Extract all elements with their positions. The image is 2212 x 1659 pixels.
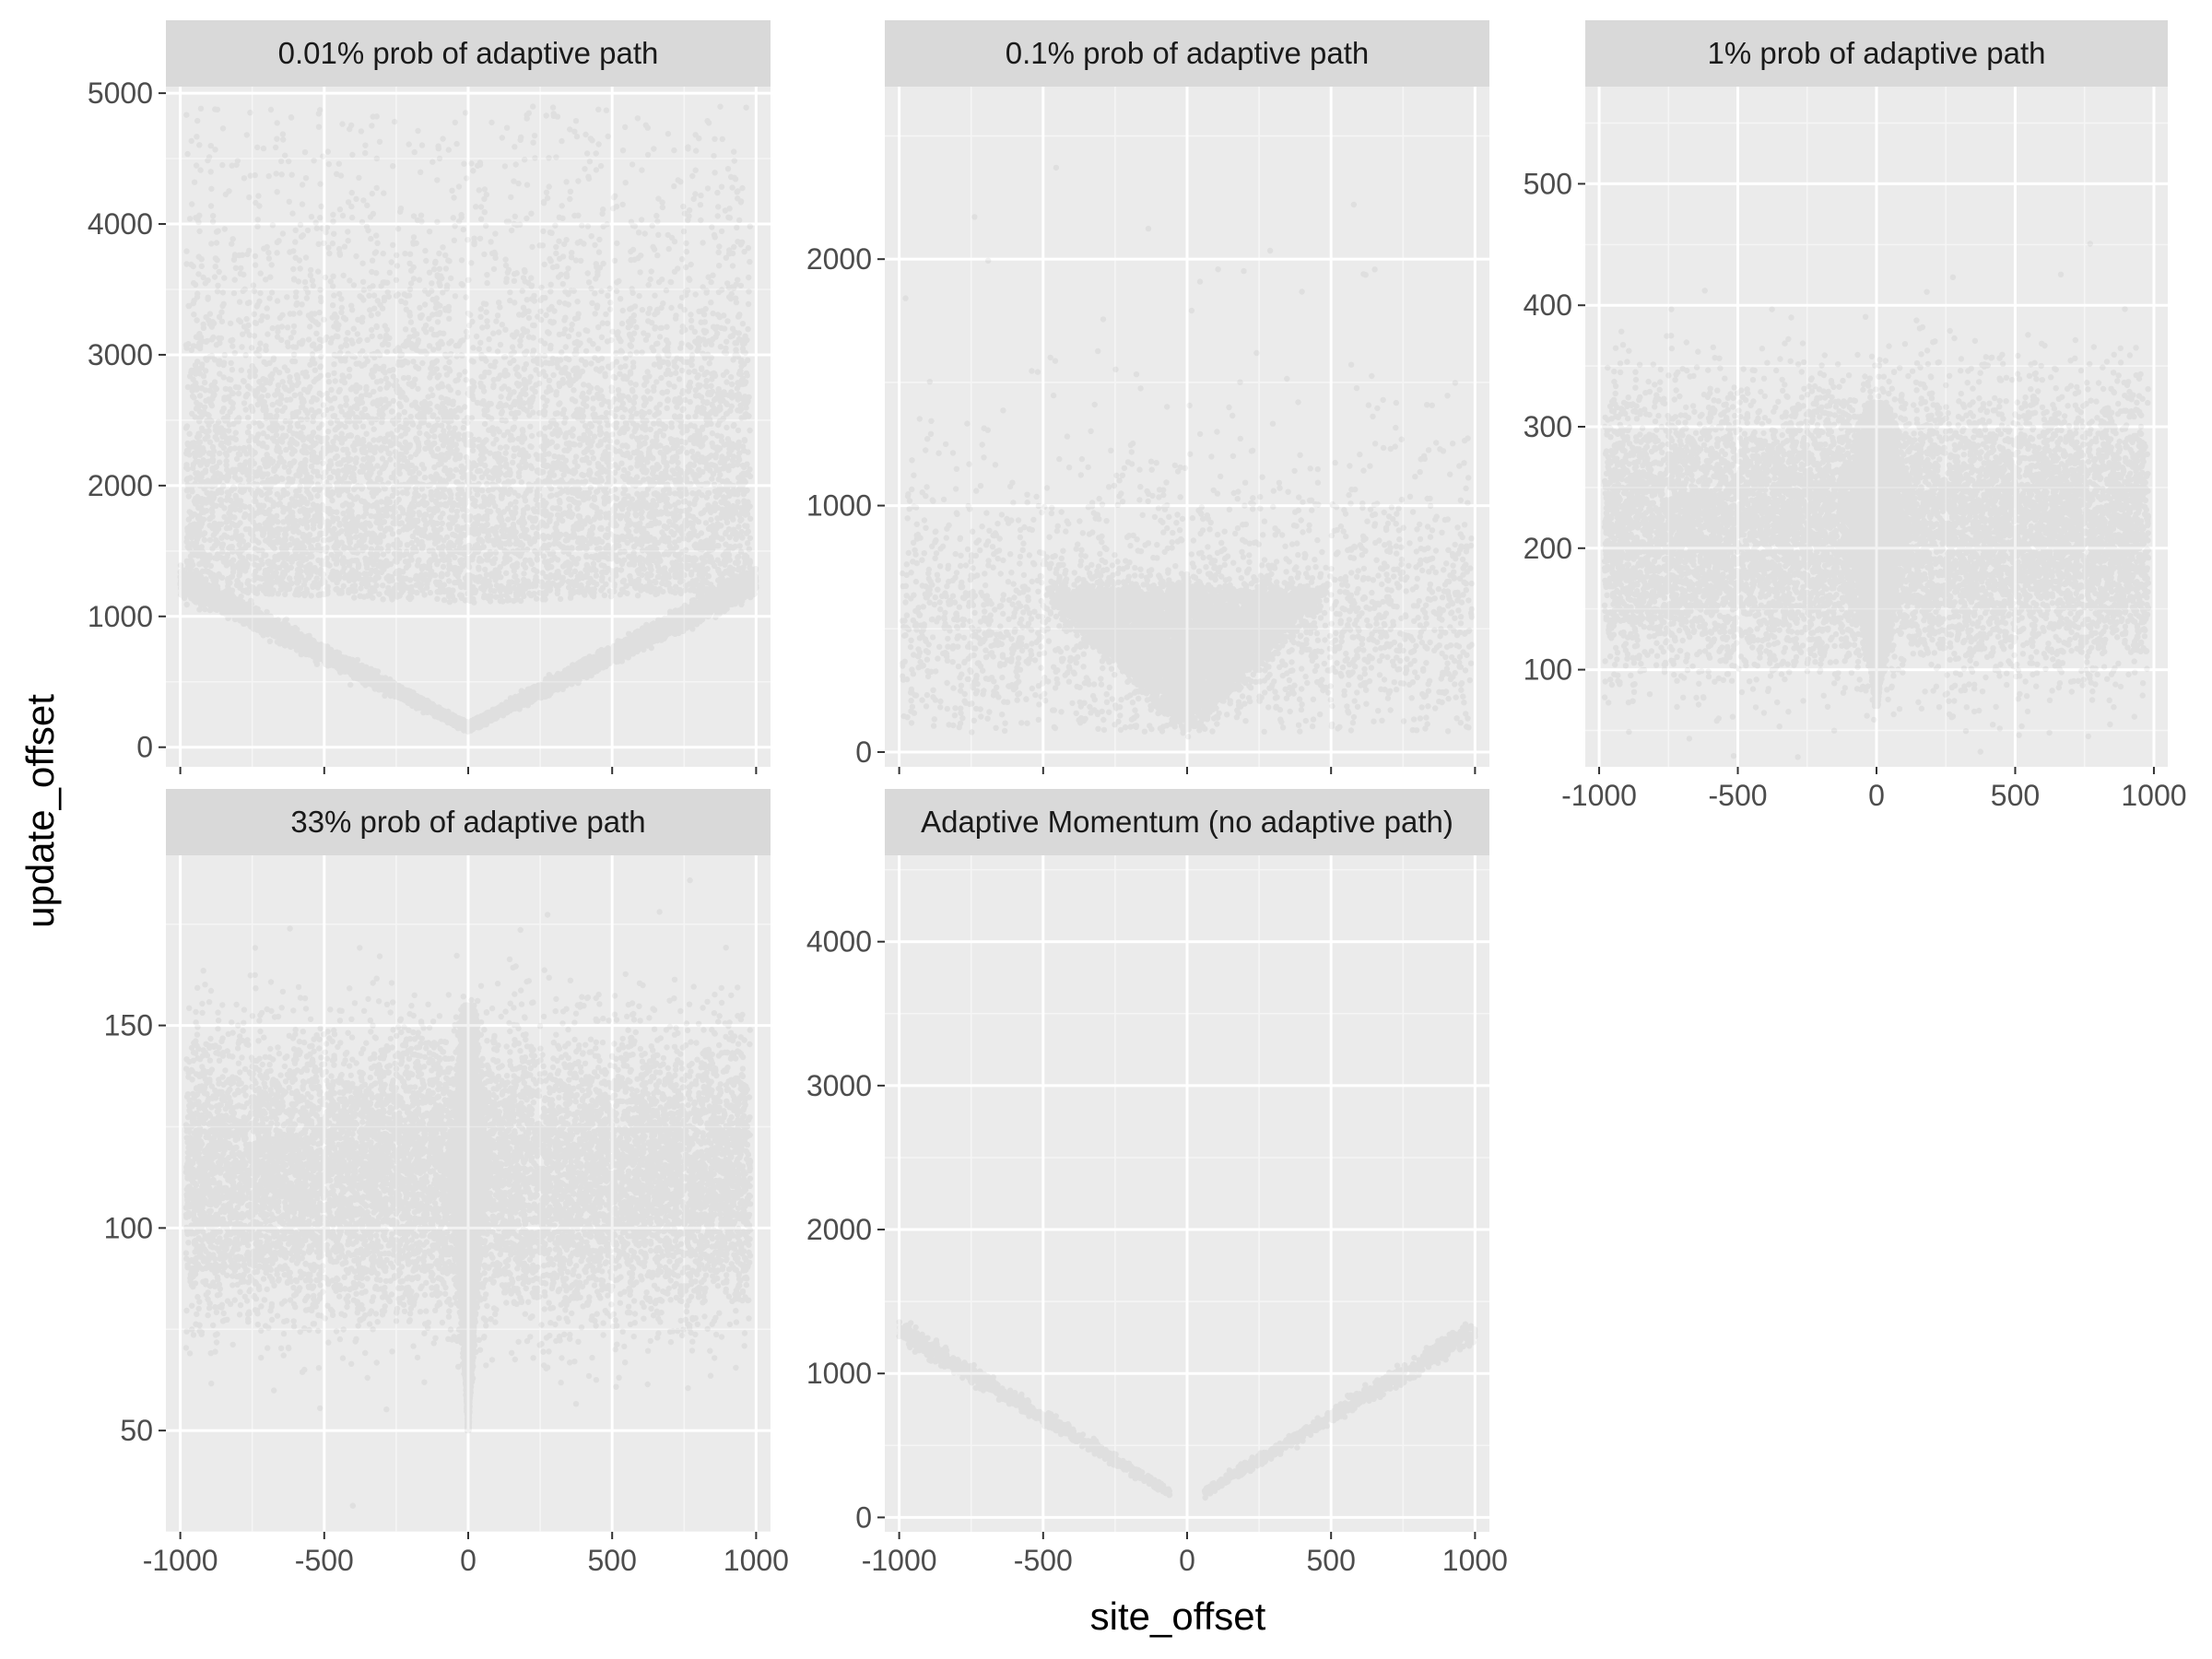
x-tick-label: -1000 [1561,779,1637,812]
facet-strip-label: 0.1% prob of adaptive path [1006,36,1369,70]
x-tick-label: -1000 [143,1544,218,1577]
y-tick-label: 2000 [88,469,153,502]
y-tick-label: 0 [855,1500,872,1534]
x-tick-label: -500 [295,1544,354,1577]
y-tick-label: 150 [104,1009,153,1042]
x-tick-label: 1000 [1442,1544,1508,1577]
y-axis-title: update_offset [18,694,62,928]
x-tick-label: 0 [1179,1544,1195,1577]
y-tick-label: 0 [855,735,872,769]
x-tick-label: 500 [1991,779,2040,812]
y-tick-label: 300 [1524,410,1572,443]
y-tick-label: 4000 [806,925,872,959]
y-tick-label: 4000 [88,207,153,241]
y-tick-label: 1000 [806,1357,872,1390]
x-tick-label: 1000 [724,1544,789,1577]
facet-strip-label: Adaptive Momentum (no adaptive path) [921,805,1453,839]
x-tick-label: -500 [1014,1544,1073,1577]
facet-panel-1: 0.01% prob of adaptive path 0 1000 2000 3000… [88,20,771,813]
y-tick-label: 1000 [88,600,153,633]
facet-strip-label: 0.01% prob of adaptive path [278,36,659,70]
y-tick-label: 1000 [806,489,872,523]
x-tick-label: -500 [1709,779,1768,812]
y-tick-label: 400 [1524,288,1572,322]
x-axis-title: site_offset [1090,1594,1266,1638]
y-tick-label: 5000 [88,76,153,110]
facet-panel-4: 33% prob of adaptive path 50 100 150 -1000 -5… [104,789,789,1577]
y-tick-label: 200 [1524,532,1572,565]
y-tick-label: 2000 [806,1213,872,1246]
y-tick-label: 3000 [88,338,153,371]
y-tick-label: 50 [120,1414,153,1447]
facet-strip-label: 33% prob of adaptive path [290,805,645,839]
x-tick-label: 0 [460,1544,477,1577]
y-tick-label: 100 [104,1211,153,1244]
facet-panel-3: 1% prob of adaptive path 100 200 300 400 500 -… [1524,20,2187,853]
x-tick-label: 500 [587,1544,636,1577]
y-tick-label: 500 [1524,167,1572,200]
x-tick-label: 500 [1306,1544,1355,1577]
y-tick-label: 3000 [806,1069,872,1102]
facet-strip-label: 1% prob of adaptive path [1708,36,2046,70]
y-tick-label: 0 [136,731,153,764]
facet-panel-5: Adaptive Momentum (no adaptive path) 0 100… [806,789,1508,1589]
facet-panel-2: 0.1% prob of adaptive path 0 1000 2000 [806,20,1489,876]
x-tick-label: 1000 [2121,779,2186,812]
x-tick-label: -1000 [862,1544,937,1577]
x-tick-label: 0 [1868,779,1885,812]
y-tick-label: 100 [1524,653,1572,687]
y-tick-label: 2000 [806,242,872,276]
